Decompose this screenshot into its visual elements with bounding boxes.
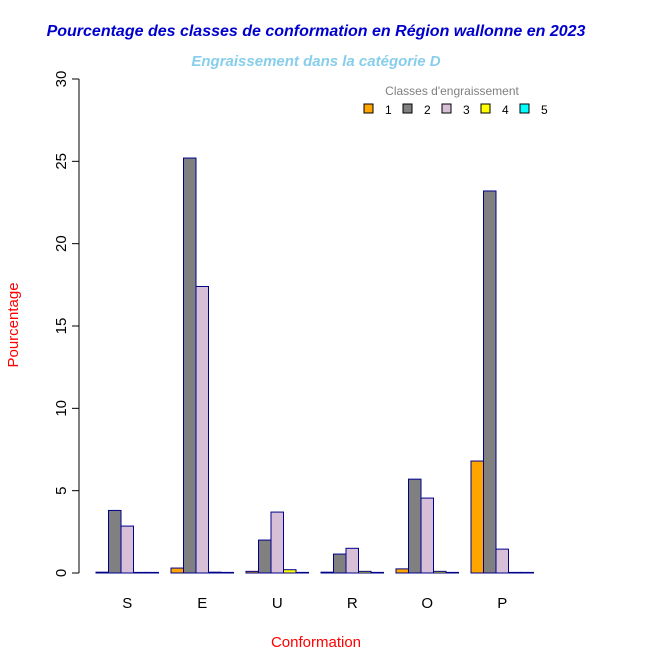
- legend-label-5: 5: [541, 103, 548, 117]
- bar-U-class-1: [245, 570, 259, 574]
- x-tick-label-U: U: [272, 595, 283, 612]
- chart-title: Pourcentage des classes de conformation …: [47, 23, 586, 40]
- bar-P-class-1: [470, 460, 484, 574]
- y-axis-title: Pourcentage: [5, 282, 22, 367]
- bar-R-class-1: [320, 571, 334, 574]
- bar-S-class-5: [145, 571, 159, 574]
- y-tick-label: 0: [53, 569, 70, 577]
- legend-title: Classes d'engraissement: [385, 84, 519, 98]
- bar-S-class-4: [133, 571, 147, 574]
- legend: Classes d'engraissement 1 2 3 4 5: [363, 84, 548, 117]
- bar-S-class-3: [120, 525, 134, 574]
- bar-E-class-1: [170, 567, 184, 574]
- legend-label-2: 2: [424, 103, 431, 117]
- bar-U-class-3: [270, 511, 284, 574]
- bar-U-class-5: [295, 571, 309, 574]
- bar-O-class-5: [445, 571, 459, 574]
- bar-S-class-2: [108, 509, 122, 574]
- bar-P-class-2: [483, 190, 497, 574]
- bar-E-class-2: [183, 157, 197, 574]
- legend-label-1: 1: [385, 103, 392, 117]
- bar-R-class-2: [333, 553, 347, 574]
- bar-O-class-4: [433, 570, 447, 574]
- y-tick-label: 15: [53, 318, 70, 335]
- x-tick-label-R: R: [347, 595, 358, 612]
- bar-R-class-4: [358, 570, 372, 574]
- x-tick-label-E: E: [197, 595, 207, 612]
- legend-swatch-2: [402, 103, 413, 114]
- legend-swatch-4: [480, 103, 491, 114]
- y-tick-label: 30: [53, 71, 70, 88]
- legend-label-3: 3: [463, 103, 470, 117]
- bar-P-class-5: [520, 571, 534, 574]
- bars-group: [95, 157, 534, 574]
- x-tick-label-P: P: [497, 595, 507, 612]
- chart-subtitle: Engraissement dans la catégorie D: [191, 53, 440, 70]
- bar-P-class-4: [508, 571, 522, 574]
- bar-R-class-5: [370, 571, 384, 574]
- legend-swatch-3: [441, 103, 452, 114]
- y-tick-label: 20: [53, 235, 70, 252]
- bar-U-class-4: [283, 569, 297, 574]
- legend-label-4: 4: [502, 103, 509, 117]
- bar-U-class-2: [258, 539, 272, 574]
- x-axis-title: Conformation: [271, 634, 361, 651]
- bar-E-class-3: [195, 285, 209, 574]
- y-tick-label: 5: [53, 486, 70, 494]
- legend-swatch-1: [363, 103, 374, 114]
- y-tick-label: 25: [53, 153, 70, 170]
- bar-R-class-3: [345, 547, 359, 574]
- x-tick-label-O: O: [421, 595, 433, 612]
- bar-O-class-1: [395, 568, 409, 574]
- bar-S-class-1: [95, 571, 109, 574]
- legend-swatch-5: [519, 103, 530, 114]
- x-tick-label-S: S: [122, 595, 132, 612]
- bar-O-class-2: [408, 478, 422, 574]
- bar-P-class-3: [495, 548, 509, 574]
- y-axis: 0 5 10 15 20 25 30: [53, 71, 80, 577]
- bar-E-class-4: [208, 571, 222, 574]
- bar-O-class-3: [420, 497, 434, 574]
- bar-E-class-5: [220, 571, 234, 574]
- y-tick-label: 10: [53, 400, 70, 417]
